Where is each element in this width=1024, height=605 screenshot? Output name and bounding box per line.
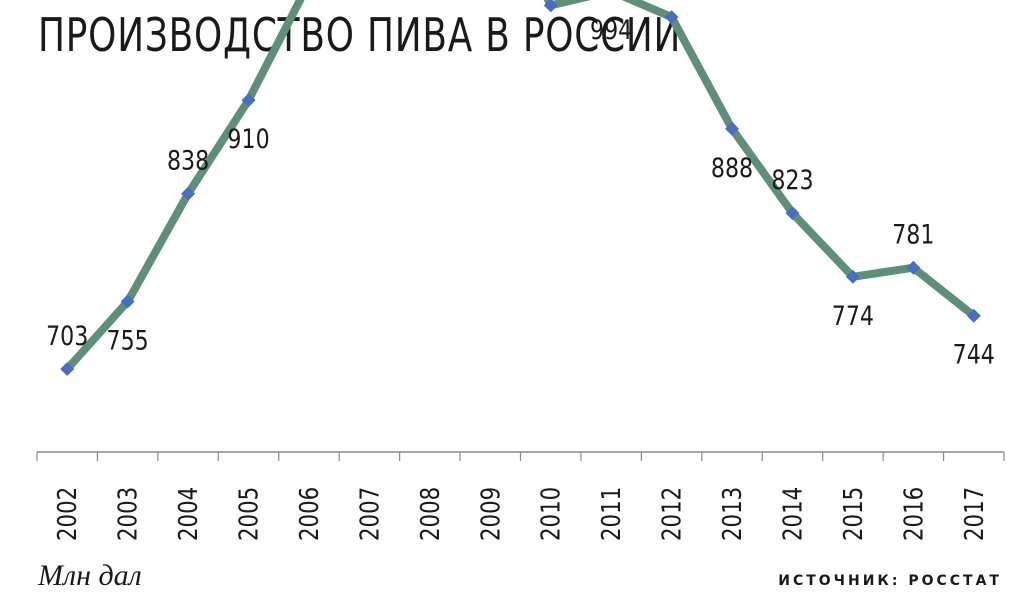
x-tick-label-2007: 2007 — [354, 487, 385, 541]
x-tick-label-2015: 2015 — [838, 487, 869, 541]
x-tick-label-2014: 2014 — [777, 487, 808, 541]
data-label-2016: 781 — [892, 219, 934, 251]
data-label-2004: 838 — [167, 145, 209, 177]
data-point-2004 — [181, 186, 196, 201]
data-point-2002 — [60, 362, 75, 376]
x-tick-label-2017: 2017 — [959, 487, 990, 541]
x-tick-label-2006: 2006 — [294, 487, 325, 541]
x-tick-label-2011: 2011 — [596, 487, 627, 541]
source-label: ИСТОЧНИК: РОССТАТ — [778, 573, 1002, 589]
data-label-2005: 910 — [227, 123, 269, 155]
data-point-2017 — [966, 308, 981, 323]
data-label-2003: 755 — [107, 324, 149, 356]
x-tick-label-2012: 2012 — [657, 487, 688, 541]
data-point-2016 — [906, 260, 921, 275]
data-label-2011: 994 — [590, 14, 632, 46]
x-tick-label-2016: 2016 — [898, 487, 929, 541]
chart-title: ПРОИЗВОДСТВО ПИВА В РОССИИ — [38, 8, 682, 62]
data-point-2012 — [664, 10, 679, 25]
x-tick-label-2008: 2008 — [415, 487, 446, 541]
data-label-2015: 774 — [832, 300, 874, 332]
data-point-2010 — [543, 0, 558, 13]
data-point-2014 — [785, 206, 800, 221]
x-tick-label-2004: 2004 — [173, 487, 204, 541]
data-point-2005 — [241, 93, 256, 108]
x-tick-label-2002: 2002 — [52, 487, 83, 541]
x-tick-label-2009: 2009 — [475, 487, 506, 541]
data-point-2003 — [120, 294, 135, 309]
x-tick-label-2010: 2010 — [536, 487, 567, 541]
data-label-2014: 823 — [771, 164, 813, 196]
series-line — [63, 0, 978, 373]
data-point-2013 — [725, 121, 740, 136]
data-label-2013: 888 — [711, 152, 753, 184]
x-tick-label-2005: 2005 — [233, 487, 264, 541]
data-label-2002: 703 — [46, 320, 88, 352]
data-point-2015 — [845, 269, 860, 284]
data-label-2017: 744 — [953, 339, 995, 371]
unit-label: Млн дал — [38, 559, 142, 592]
x-tick-label-2013: 2013 — [717, 487, 748, 541]
x-tick-label-2003: 2003 — [113, 487, 144, 541]
